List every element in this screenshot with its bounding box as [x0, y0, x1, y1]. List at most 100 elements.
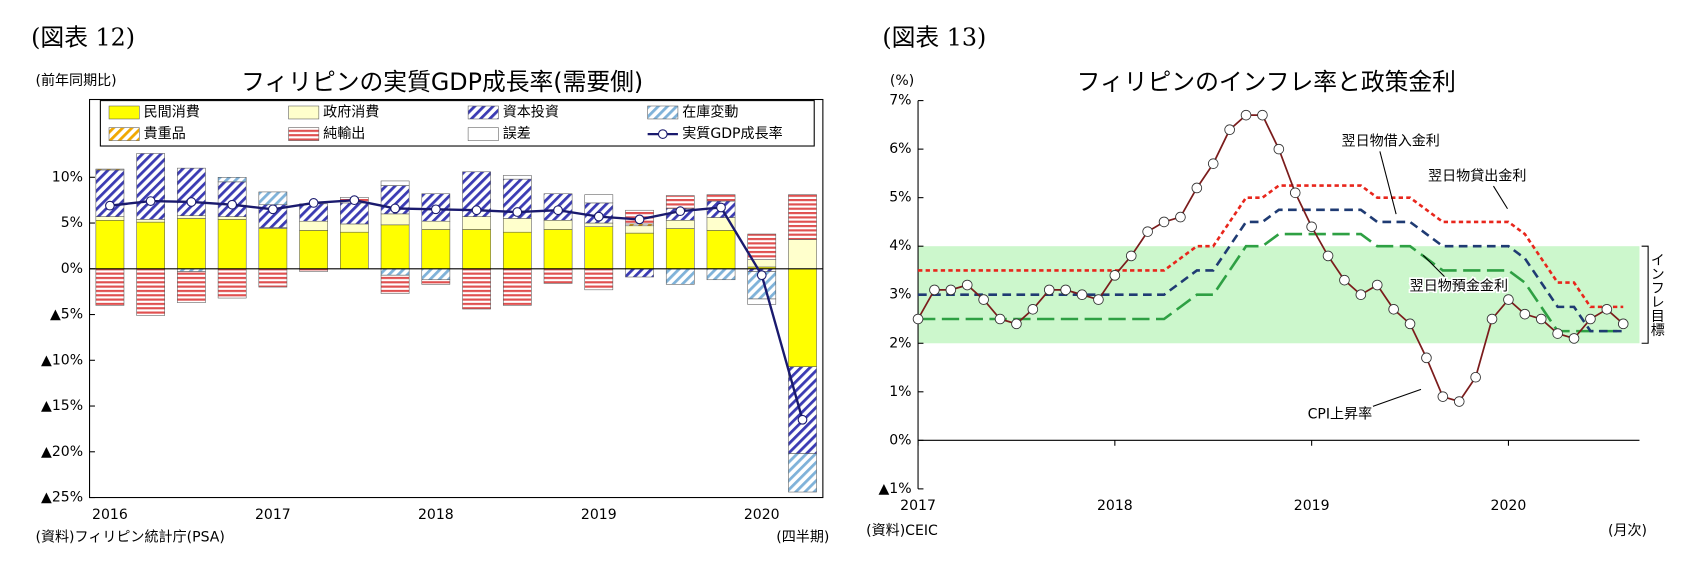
bar-segment — [462, 216, 491, 230]
line-marker — [945, 284, 957, 296]
legend-label: 在庫変動 — [682, 103, 738, 120]
bar-segment — [502, 175, 532, 180]
bar-segment — [177, 167, 206, 216]
line-marker — [1207, 158, 1219, 169]
line-marker — [1076, 289, 1088, 301]
line-marker — [512, 207, 523, 217]
line-marker — [1273, 143, 1285, 155]
bar-segment — [340, 202, 369, 225]
line-marker — [471, 205, 482, 216]
line-marker — [430, 204, 441, 215]
line-marker — [1601, 303, 1613, 315]
bar-segment — [217, 177, 247, 183]
line-marker — [1027, 303, 1039, 315]
line-marker — [1175, 211, 1186, 223]
chart-title: フィリピンの実質GDP成長率(需要側) — [241, 68, 643, 96]
y-tick-label: ▲20% — [41, 444, 83, 460]
line-marker — [756, 270, 767, 281]
x-tick-label: 2017 — [900, 498, 936, 514]
x-tick-label: 2019 — [581, 507, 617, 523]
bar-segment — [95, 268, 125, 306]
bar-segment — [665, 220, 695, 229]
bar-segment — [177, 271, 206, 303]
line-marker — [1519, 308, 1531, 320]
bar-segment — [380, 268, 410, 276]
line-marker — [145, 196, 156, 206]
line-marker — [227, 199, 238, 210]
series-label: CPI上昇率 — [1308, 405, 1373, 422]
y-tick-label: ▲5% — [50, 307, 83, 323]
bar-segment — [217, 216, 247, 220]
series-label: 翌日物預金金利 — [1410, 279, 1508, 295]
bar-segment — [462, 229, 491, 270]
line-marker — [1437, 391, 1449, 402]
line-marker — [1552, 328, 1563, 339]
y-tick-label: ▲10% — [41, 352, 83, 368]
bar-segment — [299, 230, 328, 270]
line-marker — [1617, 318, 1629, 330]
target-bracket — [1641, 245, 1649, 344]
line-marker — [1453, 396, 1465, 407]
bar-segment — [625, 232, 654, 270]
line-marker — [1322, 250, 1334, 262]
bar-segment — [625, 268, 654, 278]
y-tick-label: 3% — [889, 287, 911, 303]
bar-segment — [177, 215, 206, 219]
bar-segment — [543, 268, 573, 284]
line-series — [918, 232, 1624, 333]
bar-segment — [502, 268, 532, 306]
y-tick-label: 5% — [61, 215, 83, 231]
line-marker — [1142, 226, 1153, 237]
bar-segment — [340, 223, 369, 233]
bar-segment — [95, 216, 125, 221]
bar-segment — [788, 194, 817, 240]
legend-box — [99, 100, 815, 147]
bar-segment — [543, 220, 573, 230]
bar-segment — [706, 268, 736, 281]
line-marker — [1371, 279, 1383, 291]
x-tick-label: 2018 — [1097, 498, 1133, 514]
legend-label: 民間消費 — [144, 104, 200, 120]
line-marker — [308, 198, 319, 208]
bar-segment — [177, 218, 206, 270]
line-marker — [929, 284, 940, 296]
line-marker — [1339, 274, 1350, 286]
bar-segment — [584, 226, 614, 270]
bar-segment — [380, 180, 410, 186]
y-tick-label: ▲1% — [878, 481, 911, 497]
bar-segment — [380, 224, 410, 270]
line-marker — [1125, 250, 1137, 262]
y-unit: (前年同期比) — [35, 72, 116, 89]
bar-segment — [299, 220, 328, 231]
target-band — [918, 246, 1640, 344]
line-marker — [1191, 182, 1203, 194]
line-marker — [1585, 313, 1596, 325]
line-marker — [797, 414, 808, 425]
bar-segment — [625, 225, 654, 234]
line-marker — [1289, 187, 1301, 199]
y-tick-label: 0% — [889, 432, 911, 448]
legend-swatch — [288, 127, 320, 141]
label-arrow — [1379, 151, 1397, 215]
bar-segment — [258, 191, 288, 206]
bar-segment — [421, 268, 451, 281]
label-arrow — [1365, 388, 1422, 410]
line-marker — [1060, 284, 1071, 296]
plot-frame — [89, 98, 824, 499]
bar-segment — [421, 220, 451, 230]
legend-swatch — [647, 105, 679, 120]
bar-segment — [462, 268, 491, 310]
bar-segment — [788, 453, 817, 493]
label-arrow — [1422, 254, 1446, 278]
bar-segment — [380, 213, 410, 226]
bar-segment — [584, 268, 614, 291]
legend-swatch — [467, 105, 499, 120]
line-marker — [1109, 270, 1121, 281]
y-tick-label: 0% — [61, 261, 83, 277]
x-tick-label: 2016 — [92, 507, 128, 523]
line-marker — [634, 214, 645, 225]
line-marker — [1093, 294, 1104, 305]
bar-segment — [584, 222, 614, 227]
